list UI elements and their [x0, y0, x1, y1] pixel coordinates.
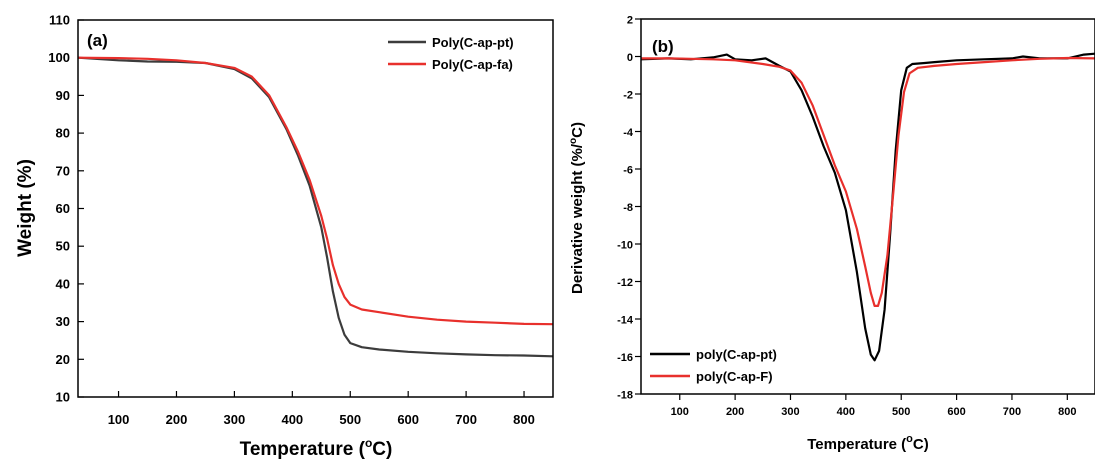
panel-a-y-tick-label: 60: [56, 201, 70, 216]
panel-b-frame: [640, 18, 1095, 395]
panel-a-series-2-line: [77, 56, 554, 326]
panel-a-series-1-line: [77, 56, 554, 358]
panel-a-legend-label-1: Poly(C-ap-pt): [432, 35, 514, 50]
panel-a-x-tick-label: 600: [397, 412, 419, 427]
panel-b-y-tick-label: -14: [617, 315, 634, 327]
panel-b-legend: poly(C-ap-pt) poly(C-ap-F): [650, 347, 777, 384]
panel-a: 100 200 300 400 500 600 700 800 10 20 30 40 50 60 70 80…: [15, 13, 554, 460]
panel-b-y-tick-label: -12: [617, 277, 633, 289]
panel-b-y-tick-label: -10: [617, 240, 633, 252]
panel-a-x-tick-label: 300: [224, 412, 246, 427]
panel-a-y-tick-label: 110: [49, 13, 70, 28]
panel-b-x-tick-label: 700: [1003, 406, 1021, 418]
panel-b-y-tick-label: -6: [623, 165, 633, 177]
panel-a-y-tick-label: 20: [56, 352, 70, 367]
panel-a-frame: [77, 19, 554, 398]
panel-b-y-tick-label: -16: [617, 352, 633, 364]
panel-a-x-axis-title: Temperature (oC): [240, 436, 393, 460]
panel-b-x-tick-label: 600: [947, 406, 965, 418]
panel-b-y-tick-label: 2: [627, 15, 633, 27]
panel-a-ticks: 100 200 300 400 500 600 700 800 10 20 30 40 50 60 70 80…: [48, 13, 535, 428]
panel-a-label: (a): [87, 31, 108, 50]
panel-b-legend-label-1: poly(C-ap-pt): [696, 347, 777, 362]
panel-b: 100 200 300 400 500 600 700 800 -18 -16 -14 -12 -10 -…: [568, 15, 1095, 453]
panel-b-series-1-line: [640, 52, 1095, 362]
panel-b-y-tick-label: -2: [623, 90, 633, 102]
panel-b-x-tick-label: 200: [726, 406, 744, 418]
panel-a-y-tick-label: 40: [56, 276, 70, 291]
panel-b-y-tick-label: -18: [617, 390, 633, 402]
panel-a-legend: Poly(C-ap-pt) Poly(C-ap-fa): [388, 35, 514, 72]
panel-a-y-tick-label: 100: [48, 50, 70, 65]
panel-b-legend-label-2: poly(C-ap-F): [696, 369, 773, 384]
panel-b-y-axis-title: Derivative weight (%/oC): [568, 122, 586, 294]
panel-a-series: [77, 56, 554, 358]
panel-a-y-tick-label: 30: [56, 314, 70, 329]
panel-b-ticks: 100 200 300 400 500 600 700 800 -18 -16 -14 -12 -10 -…: [617, 15, 1076, 419]
panel-b-y-tick-label: -4: [623, 127, 634, 139]
panel-b-x-tick-label: 100: [671, 406, 689, 418]
panel-a-x-tick-label: 200: [166, 412, 188, 427]
panel-b-x-tick-label: 500: [892, 406, 910, 418]
panel-b-x-tick-label: 400: [837, 406, 855, 418]
panel-a-y-tick-label: 10: [56, 390, 70, 405]
panel-a-x-tick-label: 500: [339, 412, 361, 427]
panel-a-y-tick-label: 50: [56, 239, 70, 254]
panel-a-legend-label-2: Poly(C-ap-fa): [432, 57, 513, 72]
panel-b-series-2-line: [641, 56, 1095, 307]
panel-a-x-tick-label: 800: [513, 412, 535, 427]
panel-b-x-tick-label: 800: [1058, 406, 1076, 418]
panel-a-y-axis-title: Weight (%): [15, 159, 36, 257]
panel-a-y-tick-label: 90: [56, 88, 70, 103]
panel-a-x-tick-label: 100: [108, 412, 130, 427]
panel-b-y-tick-label: 0: [627, 52, 633, 64]
panel-b-y-tick-label: -8: [623, 202, 633, 214]
panel-a-x-tick-label: 400: [281, 412, 303, 427]
panel-b-label: (b): [652, 37, 674, 56]
panel-a-y-tick-label: 70: [56, 163, 70, 178]
panel-b-x-axis-title: Temperature (oC): [807, 433, 928, 453]
panel-a-y-tick-label: 80: [56, 126, 70, 141]
panel-a-x-tick-label: 700: [455, 412, 477, 427]
panel-b-x-tick-label: 300: [781, 406, 799, 418]
panel-b-series: [640, 52, 1095, 362]
